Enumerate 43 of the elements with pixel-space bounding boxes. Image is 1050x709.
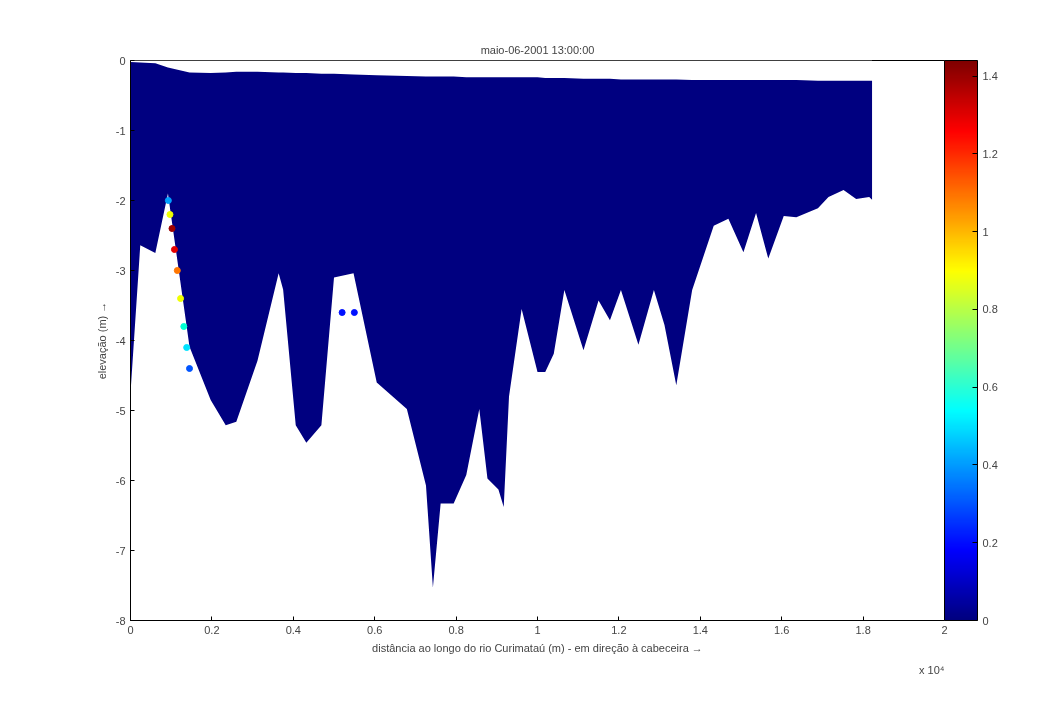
x-tick-label: 1.4 bbox=[692, 623, 708, 636]
y-tick-label: -1 bbox=[115, 124, 126, 137]
color-bar-label: 0.8 bbox=[982, 303, 998, 316]
point bbox=[350, 309, 358, 316]
x-axis-title: distância ao longo do rio Curimataú (m) - em direção à cabeceira → bbox=[372, 641, 703, 654]
color-bar-label: 0.2 bbox=[982, 536, 998, 549]
y-tick-label: -3 bbox=[115, 264, 126, 277]
point bbox=[166, 211, 174, 218]
chart-title: maio-06-2001 13:00:00 bbox=[480, 43, 595, 56]
color-bar-label: 1.2 bbox=[982, 147, 998, 160]
y-tick-label: -8 bbox=[115, 614, 126, 627]
point bbox=[168, 225, 176, 232]
color-bar-label: 1.4 bbox=[982, 70, 998, 83]
color-bar-label: 0.6 bbox=[982, 381, 998, 394]
x-tick-label: 0.8 bbox=[448, 623, 464, 636]
color-bar-label: 0.4 bbox=[982, 458, 998, 471]
x-tick-label: 1 bbox=[534, 623, 541, 636]
point bbox=[186, 365, 194, 372]
y-axis-title: elevação (m) → bbox=[95, 301, 108, 380]
x-tick-label: 0.6 bbox=[367, 623, 383, 636]
y-tick-label: -7 bbox=[115, 544, 126, 557]
point bbox=[173, 267, 181, 274]
point bbox=[177, 295, 185, 302]
y-tick-label: 0 bbox=[119, 54, 126, 67]
text: x 10⁴ bbox=[918, 663, 945, 676]
x-tick-label: 0.4 bbox=[285, 623, 301, 636]
color-bar-label: 1 bbox=[982, 225, 989, 238]
point bbox=[164, 197, 172, 204]
y-tick-label: -6 bbox=[115, 474, 126, 487]
x-tick-label: 0 bbox=[127, 623, 134, 636]
point bbox=[180, 323, 188, 330]
point bbox=[170, 246, 178, 253]
x-tick-label: 2 bbox=[941, 623, 948, 636]
x-tick-label: 1.8 bbox=[855, 623, 871, 636]
point bbox=[338, 309, 346, 316]
y-tick-label: -2 bbox=[115, 194, 126, 207]
y-tick-label: -4 bbox=[115, 334, 126, 347]
y-tick-label: -5 bbox=[115, 404, 126, 417]
point bbox=[183, 344, 191, 351]
x-tick-label: 1.6 bbox=[774, 623, 790, 636]
color-bar-label: 0 bbox=[982, 614, 989, 627]
x-tick-label: 0.2 bbox=[204, 623, 220, 636]
x-tick-label: 1.2 bbox=[611, 623, 627, 636]
